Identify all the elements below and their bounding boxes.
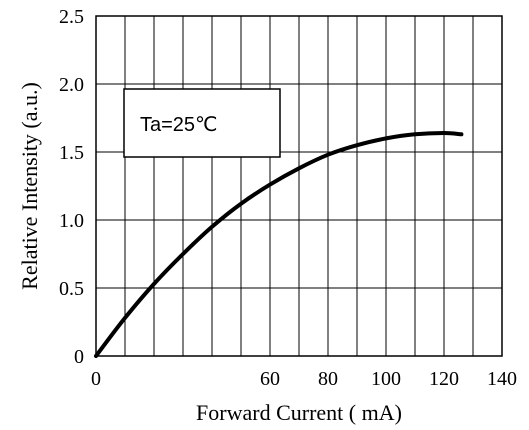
- x-tick-label: 100: [371, 368, 401, 390]
- x-tick-label: 80: [318, 368, 338, 390]
- y-tick-labels: 0 0.5 1.0 1.5 2.0 2.5: [59, 6, 84, 368]
- y-axis-label: Relative Intensity (a.u.): [17, 82, 42, 290]
- grid: [96, 16, 502, 356]
- y-tick-label: 2.0: [59, 74, 84, 96]
- x-axis-label: Forward Current ( mA): [196, 400, 402, 425]
- y-tick-label: 2.5: [59, 6, 84, 28]
- plot-frame: [95, 15, 503, 357]
- y-tick-label: 1.0: [59, 210, 84, 232]
- y-tick-label: 1.5: [59, 142, 84, 164]
- series-line: [94, 131, 464, 358]
- x-tick-label: 0: [91, 368, 101, 390]
- y-tick-label: 0: [74, 346, 84, 368]
- x-tick-labels: 0 60 80 100 120 140: [91, 368, 517, 390]
- x-tick-label: 60: [260, 368, 280, 390]
- x-tick-label: 140: [487, 368, 517, 390]
- x-tick-label: 120: [429, 368, 459, 390]
- annotation-box: [123, 88, 281, 158]
- y-tick-label: 0.5: [59, 278, 84, 300]
- annotation-text: Ta=25℃: [140, 114, 218, 136]
